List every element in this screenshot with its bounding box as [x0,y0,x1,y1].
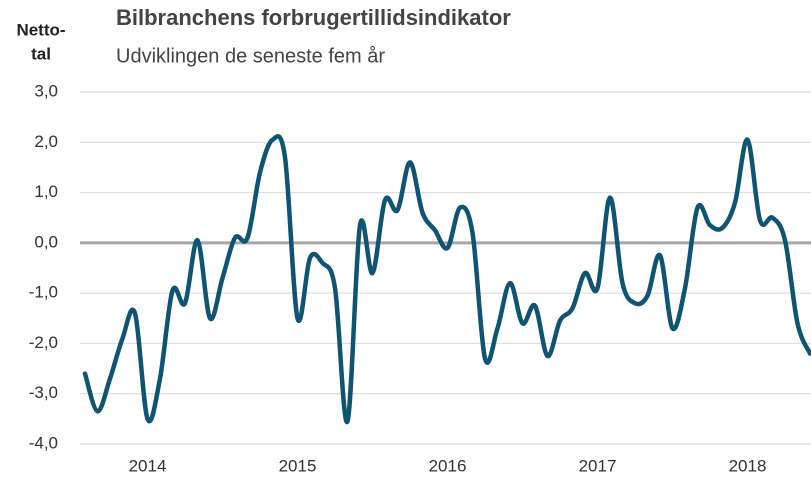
y-tick-label: -1,0 [29,283,58,302]
y-axis-label: tal [31,44,51,63]
chart-subtitle: Udviklingen de seneste fem år [116,45,385,67]
x-tick-label: 2015 [279,456,317,475]
chart-title: Bilbranchens forbrugertillidsindikator [116,5,511,30]
y-tick-label: -3,0 [29,383,58,402]
y-tick-label: -4,0 [29,433,58,452]
y-tick-label: 3,0 [34,81,58,100]
x-tick-label: 2017 [579,456,617,475]
x-tick-label: 2016 [429,456,467,475]
line [82,134,811,424]
y-tick-label: 2,0 [34,132,58,151]
y-tick-label: -2,0 [29,333,58,352]
y-axis-label: Netto- [16,20,65,39]
y-tick-label: 1,0 [34,182,58,201]
x-tick-label: 2018 [729,456,767,475]
x-tick-label: 2014 [129,456,167,475]
y-tick-label: 0,0 [34,232,58,251]
